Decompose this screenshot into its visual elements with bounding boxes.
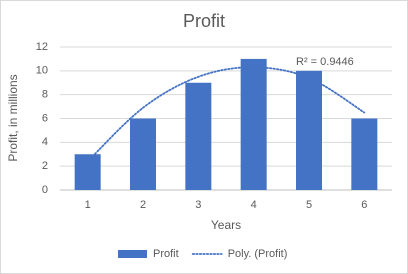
bar xyxy=(351,118,378,190)
bar xyxy=(74,154,101,190)
y-tick-label: 2 xyxy=(42,160,48,172)
legend-label: Poly. (Profit) xyxy=(228,248,288,260)
y-tick-label: 8 xyxy=(42,89,48,101)
chart-title: Profit xyxy=(183,11,225,31)
y-tick-label: 6 xyxy=(42,112,48,124)
x-tick-label: 2 xyxy=(140,199,146,211)
x-tick-label: 1 xyxy=(85,199,91,211)
x-tick-label: 3 xyxy=(195,199,201,211)
trendline xyxy=(86,66,366,163)
x-tick-label: 6 xyxy=(361,199,367,211)
x-tick-label: 5 xyxy=(306,199,312,211)
y-tick-label: 12 xyxy=(36,41,48,53)
annotation: R² = 0.9446 xyxy=(296,56,354,68)
y-tick-label: 10 xyxy=(36,65,48,77)
y-tick-label: 0 xyxy=(42,184,48,196)
x-tick-label: 4 xyxy=(251,199,257,211)
x-axis-label: Years xyxy=(211,218,241,232)
bar xyxy=(185,82,212,190)
legend-label: Profit xyxy=(153,248,179,260)
bar xyxy=(240,58,267,190)
bar xyxy=(130,118,156,190)
bar xyxy=(296,70,322,190)
y-tick-label: 4 xyxy=(42,136,48,148)
legend-swatch xyxy=(118,250,147,258)
y-axis-label: Profit, in millions xyxy=(6,74,20,161)
